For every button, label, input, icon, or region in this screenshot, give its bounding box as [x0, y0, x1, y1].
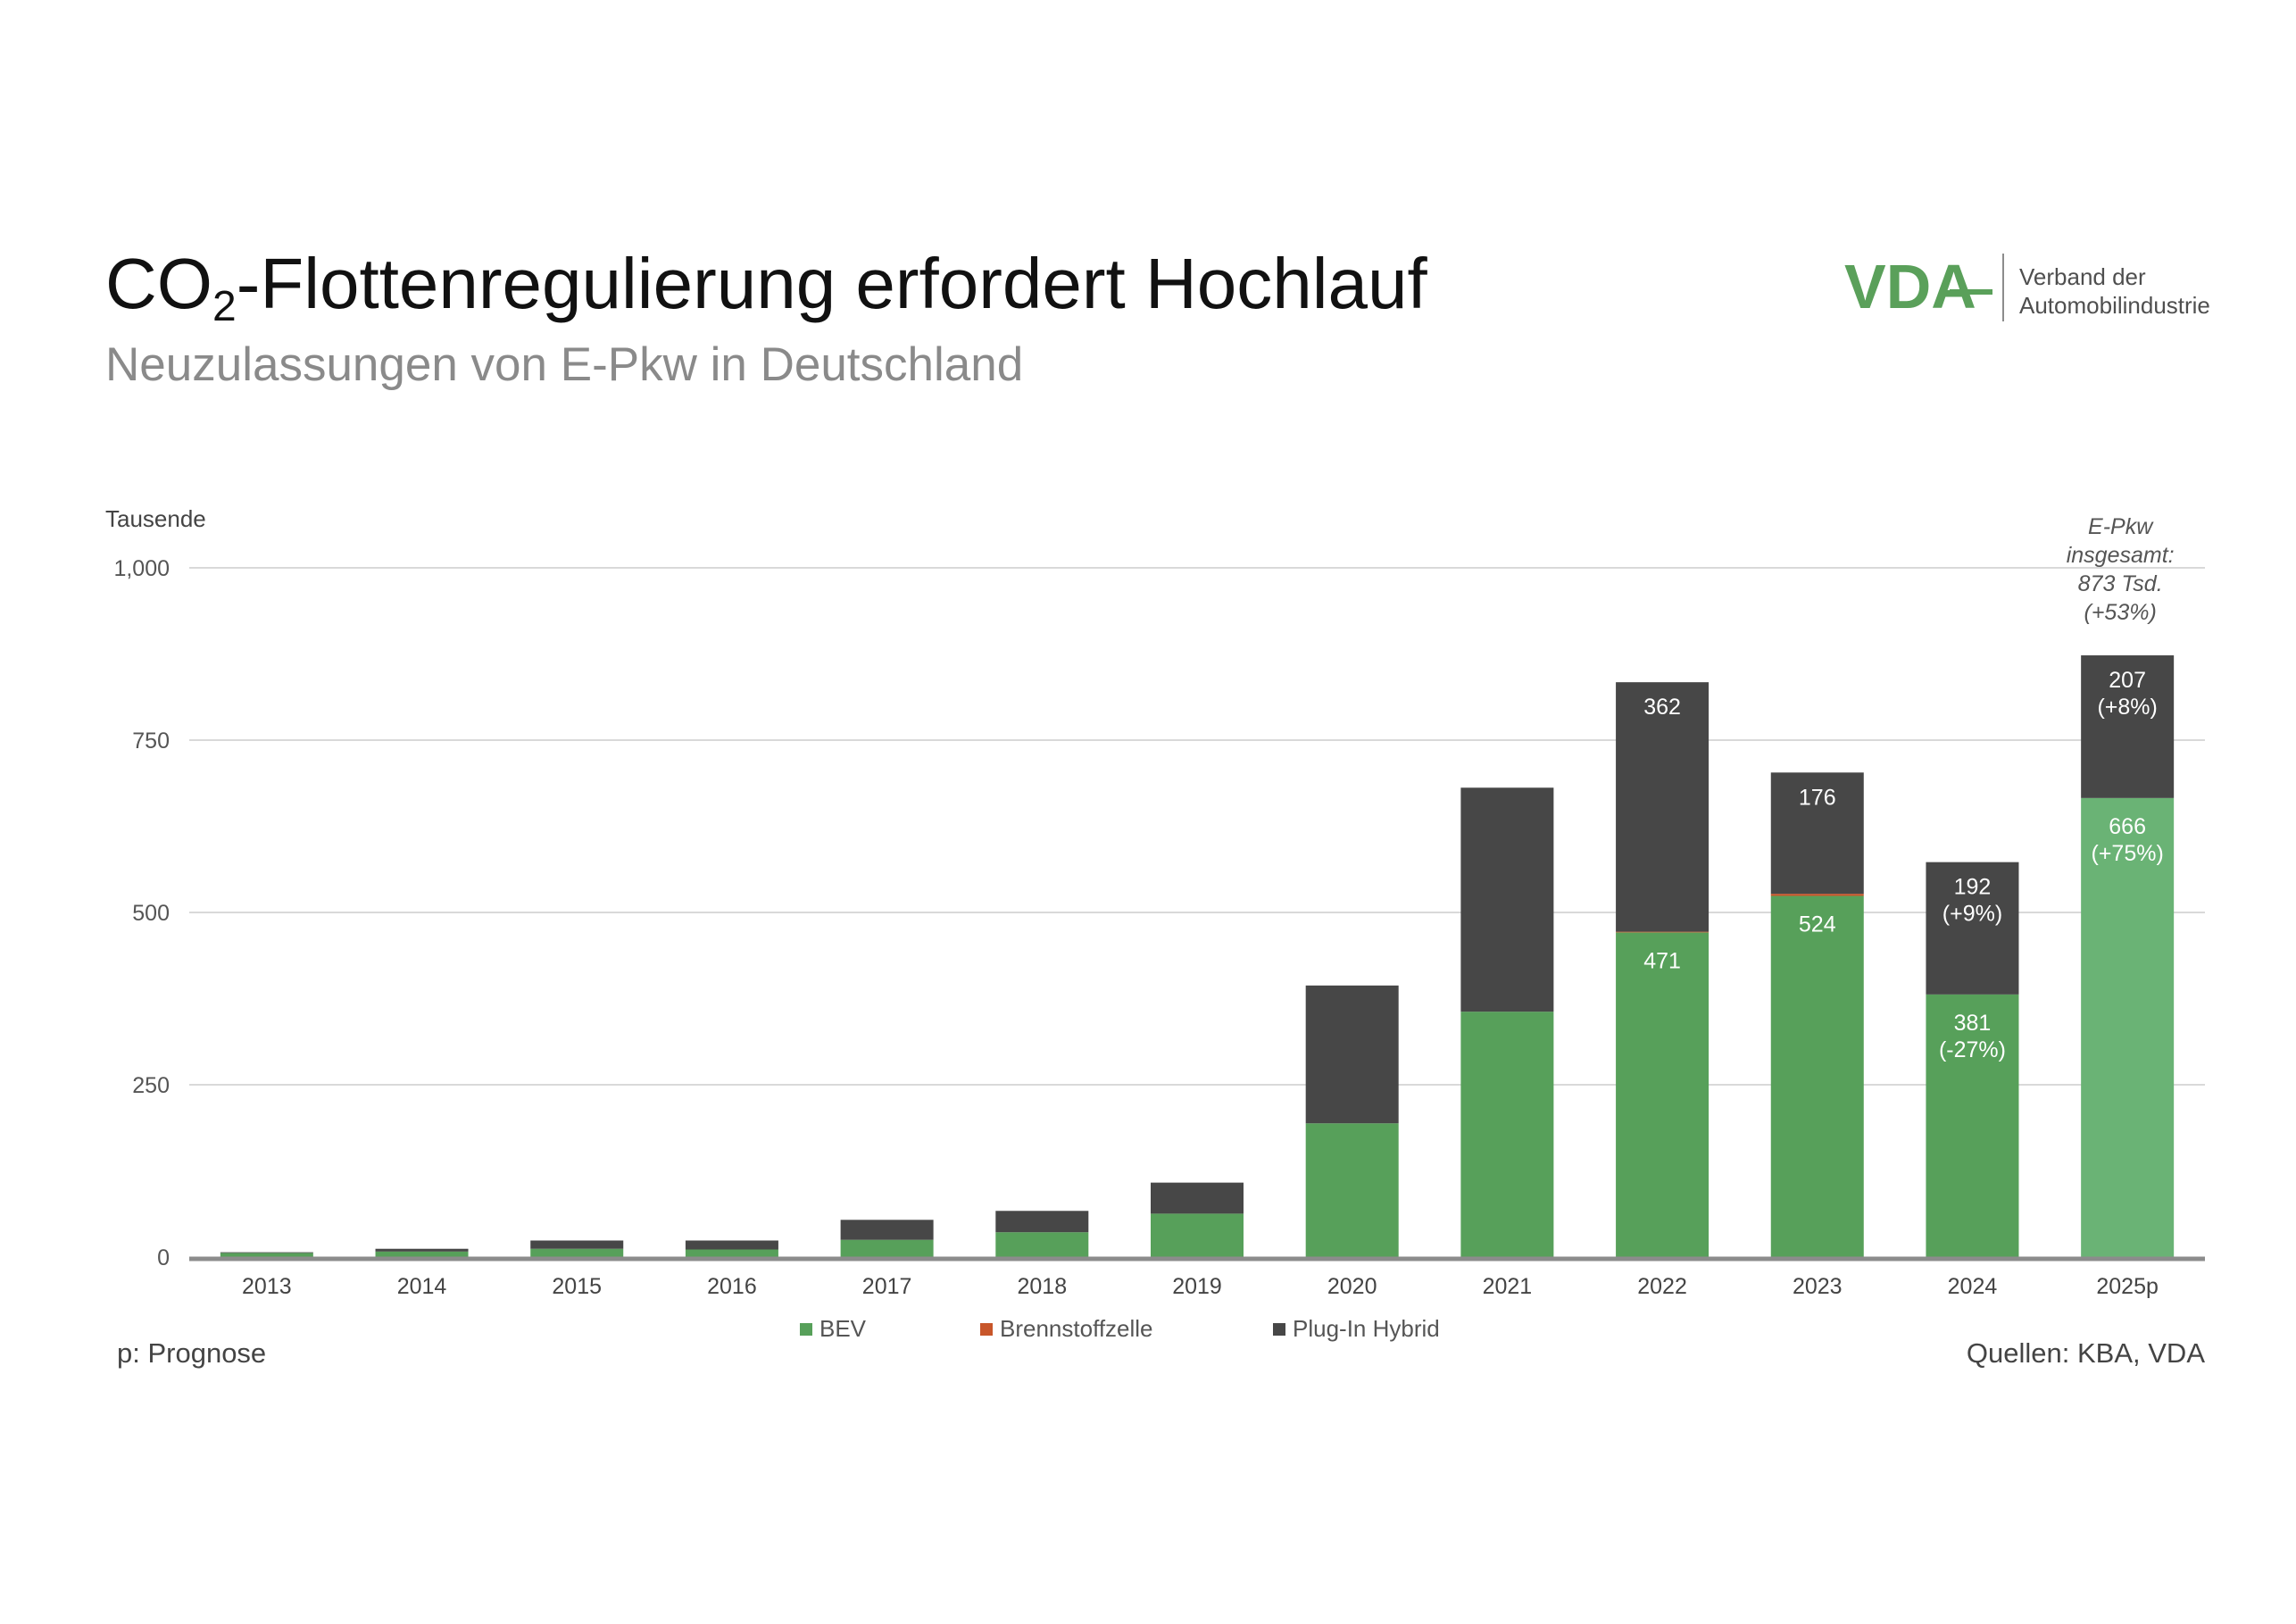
logo-text: Verband der Automobilindustrie — [2019, 262, 2210, 320]
vda-logo-mark: VDA — [1844, 252, 1976, 321]
legend-swatch — [980, 1322, 993, 1336]
bar-fuel-cell — [1770, 894, 1864, 896]
vda-logo-dash — [1950, 289, 1992, 295]
y-tick-label: 0 — [157, 1245, 170, 1270]
bar-fuel-cell — [1616, 931, 1710, 933]
data-label-phev: 207 (+8%) — [2097, 668, 2157, 720]
x-tick-label: 2022 — [1637, 1274, 1687, 1299]
title-suffix: -Flottenregulierung erfordert Hochlauf — [236, 244, 1427, 323]
x-tick-label: 2021 — [1483, 1274, 1533, 1299]
bar-bev — [1616, 932, 1710, 1257]
y-tick-label: 500 — [132, 901, 170, 926]
data-label-phev: 192 (+9%) — [1942, 875, 2002, 927]
y-tick-label: 1,000 — [113, 556, 170, 581]
x-tick-label: 2017 — [862, 1274, 912, 1299]
bar-bev — [1151, 1213, 1244, 1257]
legend-item: Brennstoffzelle — [980, 1315, 1153, 1343]
y-tick-label: 750 — [132, 729, 170, 754]
bar-bev — [685, 1249, 778, 1257]
x-tick-label: 2016 — [707, 1274, 757, 1299]
bar-bev — [220, 1253, 313, 1257]
vda-logo: VDA — [1844, 252, 1992, 321]
logo-text-line1: Verband der — [2019, 263, 2146, 290]
title-prefix: CO — [105, 244, 212, 323]
bar-bev — [1460, 1012, 1554, 1257]
logo-text-line2: Automobilindustrie — [2019, 292, 2210, 319]
bar-phev — [2081, 655, 2175, 798]
bar-phev — [840, 1220, 934, 1240]
forecast-note: p: Prognose — [117, 1337, 267, 1369]
x-tick-label: 2020 — [1327, 1274, 1377, 1299]
source-note: Quellen: KBA, VDA — [1966, 1337, 2205, 1369]
bar-bev — [1305, 1123, 1399, 1257]
x-tick-label: 2013 — [242, 1274, 292, 1299]
logo-divider — [2002, 254, 2004, 321]
data-label-bev: 524 — [1799, 912, 1836, 937]
data-label-phev: 362 — [1643, 695, 1681, 720]
bar-bev — [1926, 994, 2019, 1257]
bar-bev — [995, 1232, 1089, 1257]
legend-swatch — [1273, 1322, 1285, 1336]
x-tick-label: 2014 — [397, 1274, 447, 1299]
bar-bev — [2081, 797, 2175, 1257]
legend-label: Brennstoffzelle — [1000, 1315, 1153, 1342]
x-tick-label: 2024 — [1948, 1274, 1998, 1299]
data-label-bev: 666 (+75%) — [2092, 814, 2164, 866]
legend-swatch — [800, 1322, 812, 1336]
x-tick-label: 2015 — [552, 1274, 602, 1299]
legend-label: Plug-In Hybrid — [1293, 1315, 1440, 1342]
bar-phev — [1305, 985, 1399, 1124]
bar-phev — [530, 1240, 624, 1249]
bar-bev — [1770, 895, 1864, 1257]
chart-legend: BEV Brennstoffzelle Plug-In Hybrid — [0, 1315, 2296, 1351]
data-label-phev: 176 — [1799, 785, 1836, 810]
legend-label: BEV — [819, 1315, 867, 1342]
bar-bev — [530, 1248, 624, 1257]
data-label-bev: 471 — [1643, 948, 1681, 973]
bar-phev — [995, 1211, 1089, 1233]
x-tick-label: 2023 — [1793, 1274, 1843, 1299]
bar-phev — [1616, 682, 1710, 932]
bar-phev — [375, 1248, 469, 1252]
x-tick-label: 2018 — [1017, 1274, 1067, 1299]
y-axis-label: Tausende — [105, 505, 206, 532]
total-annotation: E-Pkw insgesamt: 873 Tsd. (+53%) — [2067, 514, 2175, 625]
bar-phev — [1926, 862, 2019, 995]
bar-phev — [1460, 787, 1554, 1012]
bar-phev — [1770, 772, 1864, 895]
page-title: CO2-Flottenregulierung erfordert Hochlau… — [105, 248, 1427, 329]
page-subtitle: Neuzulassungen von E-Pkw in Deutschland — [105, 338, 1024, 391]
x-tick-label: 2025p — [2096, 1274, 2159, 1299]
bar-phev — [685, 1240, 778, 1250]
y-tick-label: 250 — [132, 1073, 170, 1098]
data-label-bev: 381 (-27%) — [1939, 1011, 2006, 1062]
bar-bev — [375, 1251, 469, 1257]
title-subscript: 2 — [212, 283, 237, 330]
legend-item: Plug-In Hybrid — [1273, 1315, 1440, 1343]
bar-bev — [840, 1239, 934, 1257]
bar-phev — [1151, 1182, 1244, 1214]
legend-item: BEV — [800, 1315, 866, 1343]
x-tick-label: 2019 — [1172, 1274, 1222, 1299]
